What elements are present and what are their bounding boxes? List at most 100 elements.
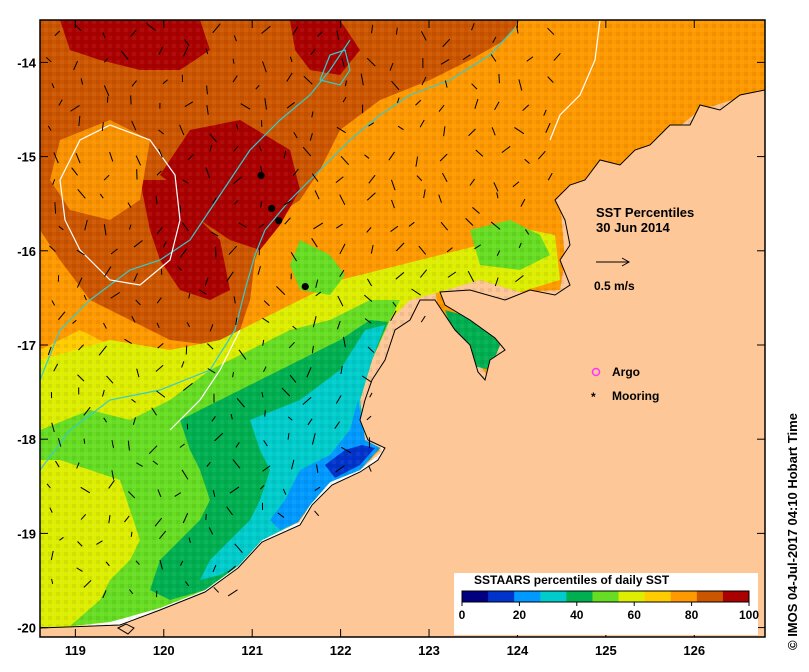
current-vector bbox=[512, 181, 520, 188]
current-vector bbox=[309, 133, 313, 141]
current-vector bbox=[184, 39, 190, 47]
axes: 119 120 121 122 123 124 125 126 -14 -15 -16 -17 -18 -… bbox=[17, 20, 765, 658]
current-vector bbox=[490, 54, 497, 62]
current-vector bbox=[493, 182, 499, 192]
current-vector bbox=[282, 488, 287, 495]
y-tick-label: -18 bbox=[17, 432, 36, 447]
current-vector bbox=[340, 365, 343, 375]
map-title: SST Percentiles bbox=[596, 205, 694, 220]
current-vector bbox=[131, 315, 136, 323]
current-vector bbox=[283, 150, 287, 159]
current-vector bbox=[518, 242, 522, 249]
isobath-cyan bbox=[40, 27, 516, 471]
current-vector bbox=[423, 189, 426, 199]
current-vector bbox=[174, 492, 182, 497]
x-tick-label: 123 bbox=[418, 643, 440, 658]
current-vector bbox=[525, 229, 530, 235]
current-vector bbox=[76, 277, 83, 288]
current-vector bbox=[261, 391, 264, 398]
current-vector bbox=[226, 271, 234, 282]
current-vector bbox=[337, 295, 344, 307]
current-vector bbox=[474, 244, 481, 250]
current-vector bbox=[258, 223, 265, 229]
current-vector bbox=[471, 23, 475, 31]
current-vector bbox=[234, 543, 243, 553]
current-vector bbox=[80, 78, 84, 85]
current-vector bbox=[110, 248, 118, 255]
current-vector bbox=[76, 249, 85, 256]
current-vector bbox=[441, 172, 448, 182]
current-vector bbox=[177, 266, 183, 271]
current-vector bbox=[289, 374, 297, 383]
current-vector bbox=[83, 406, 91, 416]
current-vector bbox=[84, 219, 88, 231]
current-vector bbox=[181, 361, 185, 368]
current-vector bbox=[339, 243, 346, 255]
current-vector bbox=[439, 153, 448, 162]
current-vector bbox=[158, 148, 163, 158]
current-vector bbox=[370, 244, 374, 254]
isobath-white-2 bbox=[169, 329, 241, 431]
current-vector bbox=[58, 99, 63, 106]
current-vector bbox=[179, 443, 185, 448]
current-vector bbox=[368, 174, 376, 184]
current-vector bbox=[227, 565, 236, 573]
current-vector bbox=[419, 119, 425, 128]
current-vector bbox=[53, 152, 59, 164]
colorbar-tick-label: 20 bbox=[513, 608, 527, 622]
current-vector bbox=[188, 293, 191, 299]
colorbar-cell bbox=[462, 591, 489, 602]
current-vector bbox=[416, 175, 423, 182]
colorbar: SSTAARS percentiles of daily SST 0 20 40 60… bbox=[454, 573, 759, 635]
current-vector bbox=[515, 275, 524, 283]
current-vector bbox=[336, 320, 341, 330]
current-vector bbox=[465, 217, 474, 226]
current-vector bbox=[311, 111, 314, 118]
current-vector bbox=[367, 278, 373, 287]
current-vector bbox=[212, 23, 221, 34]
current-vector bbox=[388, 151, 395, 161]
current-vector bbox=[102, 389, 105, 397]
current-vector bbox=[440, 221, 449, 231]
current-vector bbox=[255, 84, 260, 90]
current-vector bbox=[311, 238, 318, 248]
current-vector bbox=[259, 484, 265, 490]
current-vector bbox=[182, 179, 189, 184]
current-vector bbox=[57, 311, 66, 321]
current-vector bbox=[184, 101, 194, 108]
colorbar-cell bbox=[644, 591, 672, 602]
current-vector bbox=[492, 36, 497, 44]
current-vector bbox=[77, 541, 83, 547]
current-vector bbox=[50, 550, 54, 561]
current-vector bbox=[315, 291, 322, 297]
current-vector bbox=[364, 294, 373, 302]
current-vector bbox=[127, 202, 132, 208]
current-vector bbox=[198, 289, 207, 295]
current-vector bbox=[233, 176, 243, 185]
current-vector bbox=[188, 537, 191, 543]
current-vector bbox=[396, 97, 400, 104]
current-vector bbox=[162, 241, 167, 248]
current-vector bbox=[446, 247, 453, 253]
current-vector bbox=[229, 486, 240, 494]
current-vector bbox=[368, 122, 375, 127]
colorbar-tick-label: 40 bbox=[570, 608, 584, 622]
current-vector bbox=[547, 172, 553, 181]
current-vector bbox=[291, 459, 295, 470]
current-vector bbox=[80, 486, 91, 494]
current-vector bbox=[443, 126, 446, 137]
current-vector bbox=[135, 299, 141, 306]
current-vector bbox=[474, 98, 479, 109]
current-vector bbox=[467, 270, 475, 282]
current-vector bbox=[59, 536, 64, 541]
current-vector bbox=[80, 513, 87, 520]
current-vector bbox=[520, 198, 526, 207]
current-vector bbox=[524, 158, 530, 164]
current-vector bbox=[468, 128, 476, 137]
current-vector bbox=[311, 345, 314, 354]
current-vector bbox=[46, 483, 51, 489]
current-vector bbox=[136, 462, 143, 467]
current-vector bbox=[179, 124, 185, 136]
current-vector bbox=[286, 102, 295, 109]
current-vector bbox=[51, 83, 55, 89]
